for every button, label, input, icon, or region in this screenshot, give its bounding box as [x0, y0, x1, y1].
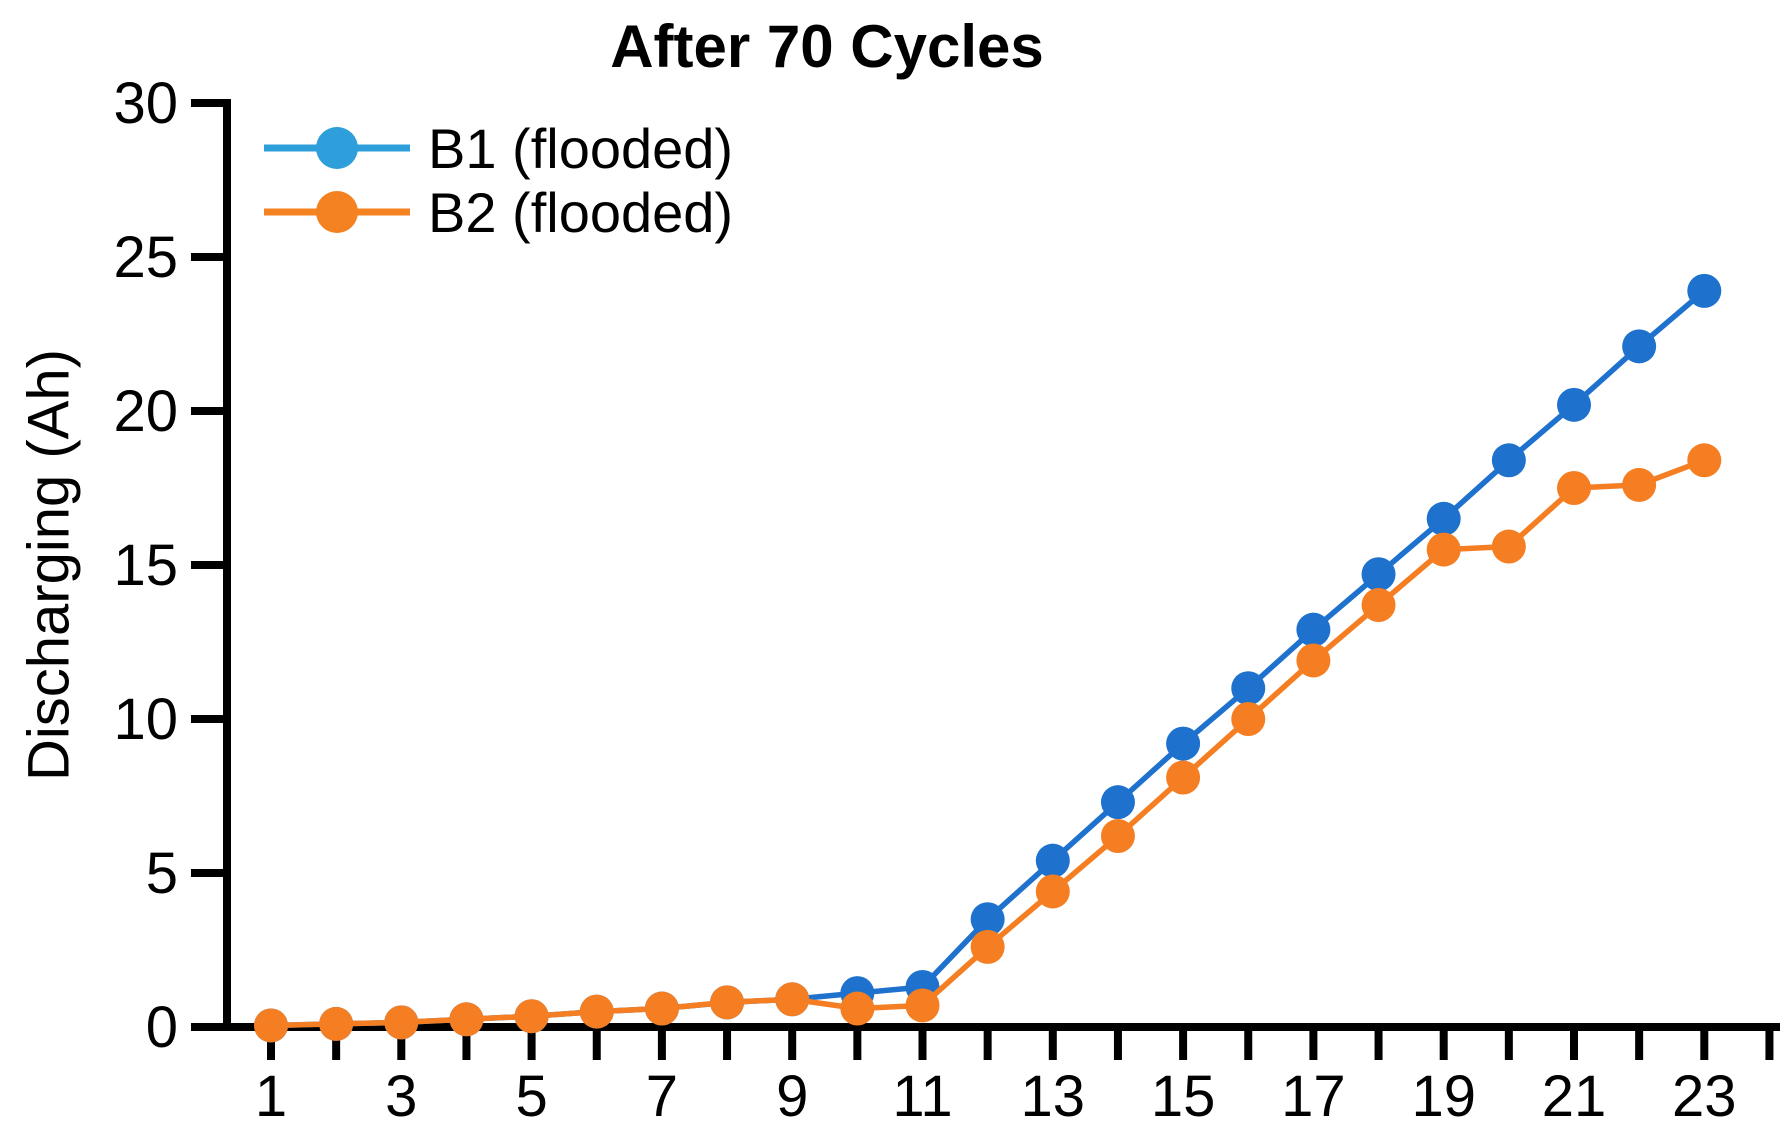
data-point-b2	[710, 985, 745, 1020]
legend-label-b1: B1 (flooded)	[428, 116, 734, 180]
data-point-b1	[1687, 273, 1722, 308]
data-point-b2	[254, 1008, 288, 1043]
data-point-b1	[1426, 501, 1461, 536]
data-point-b1	[970, 902, 1005, 937]
data-point-b2	[449, 1002, 484, 1037]
data-point-b2	[970, 929, 1005, 964]
x-tick-label: 3	[385, 1064, 417, 1129]
data-point-b2	[1622, 467, 1657, 502]
data-point-b2	[644, 991, 679, 1026]
data-point-b2	[514, 999, 549, 1034]
x-tick-label: 13	[1021, 1064, 1086, 1129]
x-tick-label: 5	[515, 1064, 547, 1129]
legend: B1 (flooded) B2 (flooded)	[262, 116, 733, 244]
y-tick-label: 15	[113, 533, 178, 598]
data-point-b2	[1296, 643, 1331, 678]
legend-dot-b2-icon	[316, 191, 358, 233]
data-point-b2	[1166, 760, 1201, 795]
data-point-b2	[1361, 588, 1396, 623]
data-point-b2	[579, 994, 614, 1029]
data-point-b1	[1491, 443, 1526, 478]
x-tick-label: 11	[892, 1064, 952, 1129]
legend-marker-b1	[264, 127, 410, 169]
data-point-b2	[1557, 471, 1591, 505]
data-point-b2	[905, 988, 940, 1023]
data-point-b2	[1035, 874, 1070, 909]
data-point-b1	[1166, 726, 1201, 761]
x-tick-label: 1	[255, 1064, 287, 1129]
data-point-b1	[1622, 329, 1657, 364]
data-point-b2	[1231, 702, 1266, 736]
y-tick-label: 10	[113, 687, 178, 752]
legend-dot-b1-icon	[316, 127, 358, 169]
data-point-b1	[1296, 612, 1331, 647]
chart-title: After 70 Cycles	[610, 13, 1044, 80]
x-tick-label: 17	[1281, 1064, 1346, 1129]
x-tick-label: 23	[1672, 1064, 1737, 1129]
x-tick-label: 21	[1542, 1064, 1607, 1129]
x-tick-label: 19	[1411, 1064, 1476, 1129]
data-point-b2	[319, 1006, 354, 1041]
y-tick-label: 5	[146, 841, 178, 906]
data-point-b2	[1687, 443, 1722, 478]
legend-item-b2: B2 (flooded)	[262, 180, 733, 244]
y-tick-label: 30	[113, 71, 178, 136]
data-point-b1	[1557, 387, 1591, 422]
x-tick-label: 7	[646, 1064, 678, 1129]
data-point-b1	[1361, 557, 1396, 592]
y-tick-label: 0	[146, 995, 178, 1060]
y-tick-label: 25	[113, 225, 178, 290]
x-tick-label: 9	[776, 1064, 808, 1129]
data-point-b2	[775, 982, 810, 1017]
data-point-b2	[840, 991, 875, 1026]
legend-item-b1: B1 (flooded)	[262, 116, 733, 180]
data-point-b1	[1100, 785, 1135, 820]
data-point-b2	[384, 1005, 419, 1040]
data-point-b2	[1426, 532, 1461, 567]
legend-label-b2: B2 (flooded)	[428, 180, 734, 244]
x-tick-label: 15	[1151, 1064, 1216, 1129]
legend-marker-b2	[264, 191, 410, 233]
data-point-b2	[1100, 819, 1135, 854]
y-tick-label: 20	[113, 379, 178, 444]
data-point-b1	[1035, 843, 1070, 878]
data-point-b1	[1231, 671, 1266, 706]
data-point-b2	[1491, 529, 1526, 564]
